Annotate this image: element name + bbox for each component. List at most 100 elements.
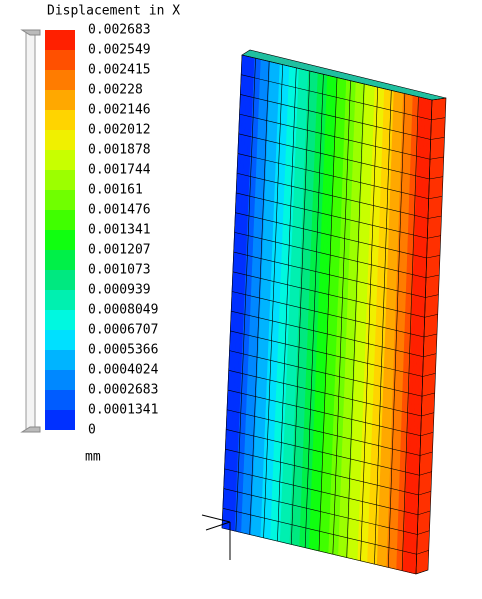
mesh-line	[425, 274, 440, 278]
mesh-line	[427, 215, 442, 219]
legend-swatch	[45, 210, 75, 230]
legend-swatch	[45, 290, 75, 310]
mesh-line	[430, 137, 445, 140]
mesh-line	[236, 192, 428, 239]
legend-swatch	[45, 370, 75, 390]
legend-swatch	[45, 310, 75, 330]
legend-label: 0.002146	[88, 103, 151, 118]
mesh-line	[415, 569, 429, 575]
mesh-line	[231, 291, 425, 338]
mesh-line	[227, 389, 421, 437]
mesh-line	[424, 314, 438, 318]
legend-swatch	[45, 390, 75, 410]
legend-label: 0.001476	[88, 203, 151, 218]
mesh-line	[417, 510, 431, 515]
mesh-line	[231, 310, 424, 358]
legend-swatch	[45, 130, 75, 150]
mesh-line	[423, 353, 437, 357]
legend-label: 0.001207	[88, 243, 151, 258]
mesh-line	[428, 196, 443, 199]
mesh-line	[425, 294, 439, 298]
mesh-line	[226, 429, 420, 476]
mesh-line	[421, 412, 435, 417]
mesh-line	[234, 232, 427, 279]
legend-label: 0.0001341	[88, 403, 158, 418]
legend-swatch	[45, 50, 75, 70]
legend-swatch	[45, 170, 75, 190]
mesh-line	[236, 172, 429, 219]
legend-swatch	[45, 190, 75, 210]
mesh-line	[427, 235, 441, 239]
legend-label: 0.001744	[88, 163, 151, 178]
mesh-line	[419, 471, 432, 476]
legend-label: 0.002549	[88, 43, 151, 58]
legend-swatch	[45, 90, 75, 110]
slider-cap-top[interactable]	[20, 29, 41, 36]
legend-swatch	[45, 230, 75, 250]
mesh-line	[420, 432, 434, 436]
mesh-line	[419, 451, 433, 456]
legend-swatches	[45, 30, 75, 430]
mesh-line	[421, 392, 435, 397]
legend-swatch	[45, 410, 75, 430]
mesh-line	[416, 550, 429, 555]
slider-cap-bottom[interactable]	[20, 426, 41, 433]
mesh-line	[237, 153, 429, 200]
mesh-line	[222, 507, 417, 555]
legend-label: 0.0005366	[88, 343, 158, 358]
mesh-line	[239, 113, 431, 160]
legend-label: 0.0004024	[88, 363, 159, 378]
slider-track[interactable]	[25, 31, 36, 431]
mesh-line	[225, 448, 419, 496]
legend-label: 0.00161	[88, 183, 143, 198]
legend-label: 0.001341	[88, 223, 151, 238]
legend-label: 0.000939	[88, 283, 151, 298]
mesh-line	[426, 255, 441, 259]
legend-label: 0.002415	[88, 63, 151, 78]
mesh-line	[418, 491, 432, 496]
legend-title: Displacement in X	[47, 4, 180, 19]
mesh-line	[232, 271, 425, 318]
legend-swatch	[45, 270, 75, 290]
legend-swatch	[45, 150, 75, 170]
mesh-line	[431, 117, 446, 120]
mesh-line	[429, 176, 444, 180]
legend-label: 0.001878	[88, 143, 151, 158]
mesh-line	[226, 409, 421, 456]
mesh-line	[417, 530, 430, 535]
legend-label: 0.0002683	[88, 383, 158, 398]
mesh-line	[429, 156, 444, 160]
legend-labels: 0.002683 0.002549 0.002415 0.00228 0.002146 0…	[88, 23, 159, 438]
mesh-line	[221, 527, 417, 575]
mesh-line	[223, 488, 418, 535]
mesh-line	[241, 54, 433, 101]
legend-label: 0.001073	[88, 263, 151, 278]
legend-swatch	[45, 250, 75, 270]
slider[interactable]	[20, 29, 41, 433]
mesh-line	[241, 74, 432, 121]
legend-label: 0	[88, 423, 96, 438]
mesh-line	[233, 251, 426, 298]
legend-swatch	[45, 350, 75, 370]
legend-label: 0.0008049	[88, 303, 158, 318]
mesh-line	[431, 97, 447, 101]
legend-label: 0.00228	[88, 83, 143, 98]
legend-label: 0.0006707	[88, 323, 158, 338]
mesh-line	[228, 370, 422, 417]
unit-label: mm	[85, 450, 101, 465]
mesh-line	[423, 333, 438, 338]
mesh-line	[230, 330, 423, 377]
axis-triad	[201, 514, 231, 560]
mesh-model	[221, 49, 447, 575]
legend-label: 0.002012	[88, 123, 151, 138]
mesh-line	[238, 133, 430, 180]
mesh-line	[229, 350, 423, 397]
legend-swatch	[45, 30, 75, 50]
mesh-line	[240, 94, 431, 140]
legend-swatch	[45, 330, 75, 350]
legend-swatch	[45, 70, 75, 90]
legend-swatch	[45, 110, 75, 130]
mesh-line	[422, 373, 436, 377]
mesh-line	[235, 212, 427, 259]
